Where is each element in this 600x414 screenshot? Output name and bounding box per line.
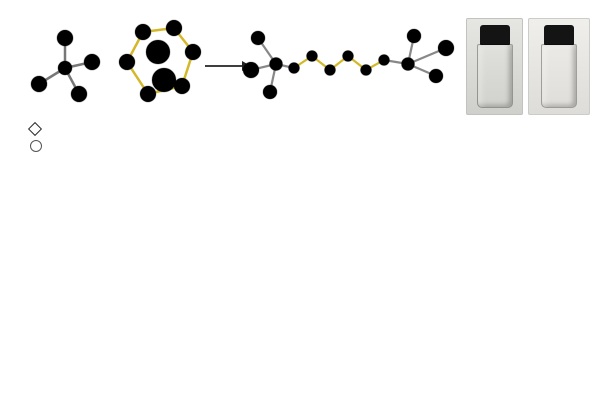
sulfur-atom: [360, 64, 372, 76]
legend-item-monosubstituted: [30, 137, 49, 154]
tin-atom: [269, 57, 283, 71]
lithium-atom: [242, 61, 260, 79]
circle-marker-icon: [30, 139, 42, 152]
sulfur-atom: [342, 50, 354, 62]
iodine-atom: [56, 29, 74, 47]
sulfur-atom: [378, 54, 390, 66]
lithium-atom: [437, 39, 455, 57]
photo-sni4-li2s6: [528, 18, 590, 115]
lithium-atom: [145, 39, 171, 65]
iodine-atom: [406, 28, 422, 44]
iodine-atom: [83, 53, 101, 71]
vial-liquid: [541, 44, 577, 108]
xps-spectra-plot: [316, 166, 594, 380]
lithium-atom: [151, 67, 177, 93]
product-molecule: [242, 28, 455, 100]
sni4-molecule: [30, 29, 101, 103]
iodine-atom: [70, 85, 88, 103]
sulfur-atom: [173, 77, 191, 95]
iodine-atom: [30, 75, 48, 93]
sulfur-atom: [139, 85, 157, 103]
vial-cap: [544, 25, 574, 45]
sulfur-atom: [165, 19, 183, 37]
sulfur-atom: [118, 53, 136, 71]
sulfur-atom: [184, 43, 202, 61]
tin-atom: [57, 60, 73, 76]
sulfur-atom: [306, 50, 318, 62]
vial-cap: [479, 25, 510, 45]
legend-item-disubstituted: [27, 120, 49, 137]
diamond-marker-icon: [27, 121, 43, 136]
nmr-spectra-plot: [26, 166, 292, 380]
li2s6-molecule: [118, 19, 202, 103]
sulfur-atom: [134, 23, 152, 41]
legend: [27, 120, 49, 154]
iodine-atom: [428, 68, 444, 84]
vial-liquid: [476, 44, 513, 108]
sulfur-atom: [288, 62, 300, 74]
iodine-atom: [262, 84, 278, 100]
photo-li2s6: [466, 18, 523, 115]
iodine-atom: [250, 30, 266, 46]
sulfur-atom: [324, 64, 336, 76]
tin-atom: [401, 57, 415, 71]
